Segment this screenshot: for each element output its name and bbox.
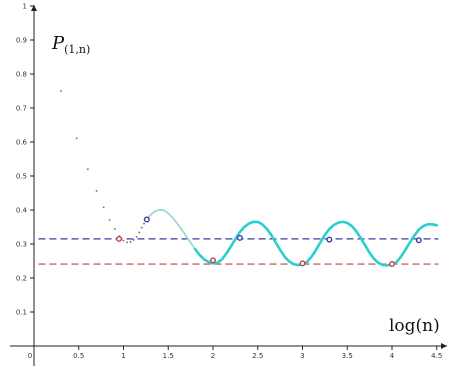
series-line: [145, 208, 196, 250]
x-tick-label: 1.5: [163, 352, 174, 360]
data-point: [113, 228, 116, 230]
x-tick-label: 2.5: [252, 352, 263, 360]
data-point: [129, 241, 132, 243]
x-tick-label: 2: [211, 352, 215, 360]
y-tick-label: 1: [23, 3, 27, 11]
series-line: [193, 220, 439, 267]
data-point: [60, 90, 62, 92]
data-point: [126, 241, 129, 244]
data-point: [86, 168, 89, 171]
x-tick-label: 4.5: [431, 352, 442, 360]
tick-marks: 0 0.5 1 1.5 2 2.5 3 3.5 4 4.5 0.1 0.2 0.3 0.4 0.5 0.6 0.…: [16, 3, 442, 361]
x-axis-arrow: [441, 343, 447, 349]
y-tick-label: 0.7: [16, 105, 27, 113]
marker-point: [326, 236, 333, 243]
data-point: [140, 226, 143, 229]
x-tick-label: 3: [300, 352, 304, 360]
marker-point: [209, 257, 216, 264]
axes: [10, 5, 447, 366]
marker-point: [143, 216, 150, 223]
data-point: [75, 137, 78, 140]
data-point: [102, 206, 105, 209]
data-point: [122, 239, 125, 242]
y-axis-arrow: [31, 5, 37, 11]
markers: [116, 216, 422, 268]
data-point: [143, 222, 145, 225]
y-tick-label: 0.8: [16, 71, 27, 79]
data-point: [132, 239, 135, 241]
marker-point: [415, 237, 422, 244]
marker-point: [389, 261, 396, 268]
y-tick-label: 0.6: [16, 139, 28, 147]
x-tick-label: 0: [28, 352, 32, 360]
data-point: [138, 231, 141, 234]
y-tick-label: 0.4: [16, 207, 28, 215]
marker-point: [236, 234, 243, 241]
x-tick-label: 4: [390, 352, 395, 360]
x-axis-label: log(n): [389, 316, 440, 336]
y-axis-label: P(1,n): [51, 33, 90, 56]
y-tick-label: 0.2: [16, 275, 27, 283]
x-tick-label: 0.5: [73, 352, 84, 360]
x-tick-label: 1: [121, 352, 125, 360]
data-point: [135, 235, 138, 238]
marker-point: [116, 235, 123, 242]
data-point: [108, 218, 111, 221]
y-tick-label: 0.3: [16, 241, 27, 249]
reference-lines: [38, 238, 439, 265]
y-tick-label: 0.5: [16, 173, 27, 181]
data-point: [95, 190, 98, 192]
data-series: [60, 90, 439, 267]
marker-point: [299, 260, 306, 267]
y-tick-label: 0.9: [16, 37, 27, 45]
y-tick-label: 0.1: [16, 309, 27, 317]
x-tick-label: 3.5: [342, 352, 353, 360]
